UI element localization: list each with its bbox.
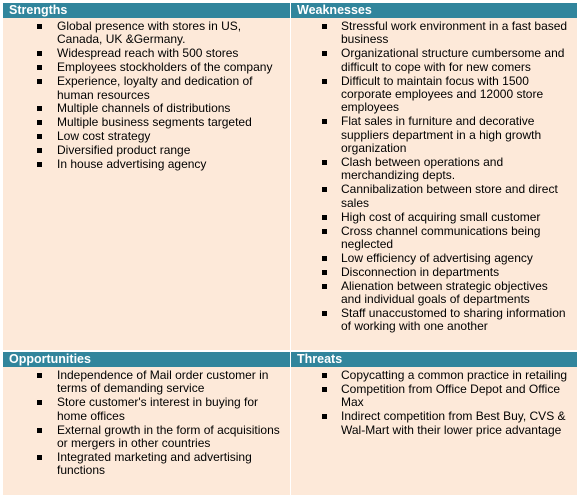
bullet-item: Diversified product range	[3, 143, 290, 157]
bullet-item: Flat sales in furniture and decorative s…	[291, 115, 577, 155]
bullet-item: Disconnection in departments	[291, 265, 577, 279]
bullet-item: Global presence with stores in US, Canad…	[3, 19, 290, 47]
bullet-list: Independence of Mail order customer in t…	[3, 368, 290, 478]
bullet-item: Low efficiency of advertising agency	[291, 251, 577, 265]
bullet-item: Organizational structure cumbersome and …	[291, 47, 577, 74]
quadrant-header: Threats	[291, 352, 578, 367]
bullet-item: Store customer's interest in buying for …	[3, 396, 290, 423]
bullet-item: Indirect competition from Best Buy, CVS …	[291, 410, 577, 437]
bullet-item: Copycatting a common practice in retaili…	[291, 368, 577, 382]
bullet-item: Stressful work environment in a fast bas…	[291, 19, 577, 47]
bullet-item: Clash between operations and merchandizi…	[291, 155, 577, 183]
bullet-item: Alienation between strategic objectives …	[291, 279, 577, 307]
bullet-item: Multiple channels of distributions	[3, 102, 290, 115]
quadrant-body: Stressful work environment in a fast bas…	[291, 18, 578, 350]
quadrant-body: Independence of Mail order customer in t…	[3, 367, 291, 495]
bullet-item: Cannibalization between store and direct…	[291, 183, 577, 210]
quadrant-header: Strengths	[3, 3, 291, 18]
bullet-item: Cross channel communications being negle…	[291, 224, 577, 252]
bullet-item: Experience, loyalty and dedication of hu…	[3, 74, 290, 102]
quadrant-body: Global presence with stores in US, Canad…	[3, 18, 291, 350]
bullet-item: Integrated marketing and advertising fun…	[3, 450, 290, 478]
quadrant-header: Opportunities	[3, 352, 291, 367]
bullet-item: Widespread reach with 500 stores	[3, 46, 290, 60]
bullet-item: In house advertising agency	[3, 157, 290, 171]
bullet-item: Competition from Office Depot and Office…	[291, 382, 577, 410]
bullet-item: Difficult to maintain focus with 1500 co…	[291, 74, 577, 115]
bullet-item: Independence of Mail order customer in t…	[3, 368, 290, 396]
bullet-item: High cost of acquiring small customer	[291, 210, 577, 224]
bullet-item: Staff unaccustomed to sharing informatio…	[291, 306, 577, 334]
bullet-list: Copycatting a common practice in retaili…	[291, 368, 577, 437]
bullet-item: Employees stockholders of the company	[3, 60, 290, 74]
bullet-list: Global presence with stores in US, Canad…	[3, 19, 290, 171]
bullet-list: Stressful work environment in a fast bas…	[291, 19, 577, 334]
quadrant-body: Copycatting a common practice in retaili…	[291, 367, 578, 495]
bullet-item: External growth in the form of acquisiti…	[3, 423, 290, 451]
bullet-item: Multiple business segments targeted	[3, 115, 290, 129]
bullet-item: Low cost strategy	[3, 129, 290, 143]
quadrant-header: Weaknesses	[291, 3, 578, 18]
swot-page: Strengths Global presence with stores in …	[3, 3, 578, 495]
